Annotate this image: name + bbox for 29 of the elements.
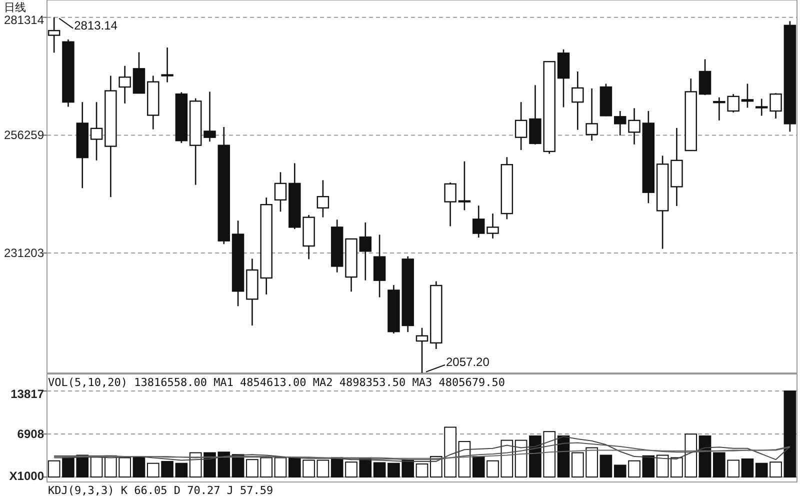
y-tick-label: 231203 <box>4 246 44 260</box>
bar <box>90 456 103 478</box>
bar <box>741 458 754 478</box>
bar <box>557 435 570 478</box>
line-series <box>54 436 790 462</box>
annotation: 2057.20 <box>446 354 490 369</box>
text: KDJ(9,3,3) K 66.05 D 70.27 J 57.59 <box>48 484 274 497</box>
line-series <box>54 446 790 459</box>
bar <box>656 454 669 478</box>
chart-title: 日线 <box>4 1 26 14</box>
bar <box>600 454 612 478</box>
bar <box>642 455 655 478</box>
y-tick-label: X1000 <box>9 469 44 483</box>
bar <box>316 460 330 478</box>
annotation: 2813.14 <box>74 18 118 32</box>
bar <box>175 462 188 478</box>
chart-title: VOL(5,10,20) 13816558.00 MA1 4854613.00 MA2 4898353.50 MA3 4805679.50 <box>48 376 505 389</box>
y-tick-label: 13817 <box>10 387 44 401</box>
bar <box>132 456 146 478</box>
bar <box>373 462 386 478</box>
bar <box>698 435 712 478</box>
bar <box>784 390 796 478</box>
y-tick-label: 281314 <box>4 13 44 27</box>
y-tick-label: 6908 <box>17 427 44 442</box>
bar <box>274 457 287 478</box>
y-tick-label: 256259 <box>4 128 44 142</box>
bar <box>458 441 471 478</box>
bar <box>48 460 60 478</box>
bar <box>416 463 428 478</box>
